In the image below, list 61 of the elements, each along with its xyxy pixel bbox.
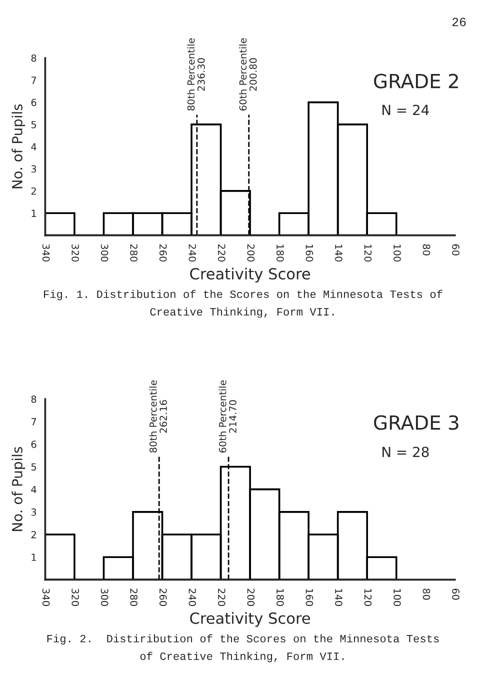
y-tick-label: 6 [31, 98, 36, 106]
y-tick-label: 2 [31, 187, 36, 195]
annotation: N = 28 [382, 446, 429, 458]
x-tick-label: 220 [218, 588, 226, 606]
x-tick-label: 220 [218, 244, 226, 262]
annotation: GRADE 2 [374, 74, 458, 88]
x-tick-label: 300 [100, 244, 108, 262]
ref-line-label: 80th Percentile 262.16 [149, 380, 167, 453]
x-tick-label: 260 [159, 588, 167, 606]
y-tick-label: 5 [31, 463, 36, 471]
x-tick-label: 100 [394, 589, 401, 606]
ref-line-label: 60th Percentile 200.80 [239, 38, 257, 110]
x-tick-label: 240 [188, 588, 196, 606]
y-tick-label: 1 [32, 554, 36, 561]
x-tick-label: 60 [452, 244, 460, 256]
x-tick-label: 240 [188, 244, 196, 262]
x-tick-label: 200 [247, 588, 255, 606]
x-tick-label: 60 [452, 588, 460, 600]
y-tick-label: 7 [31, 418, 36, 426]
x-tick-label: 180 [276, 589, 284, 606]
x-tick-label: 180 [276, 244, 284, 262]
y-tick-label: 5 [31, 121, 36, 128]
x-tick-label: 280 [130, 244, 138, 262]
annotation: GRADE 3 [374, 415, 458, 430]
x-tick-label: 160 [306, 244, 314, 262]
ref-line-label: 80th Percentile 236.30 [187, 38, 205, 111]
y-tick-label: 8 [31, 54, 36, 62]
x-tick-label: 340 [42, 588, 50, 606]
x-tick-label: 340 [42, 244, 50, 262]
x-tick-label: 280 [130, 588, 138, 606]
y-axis-title: No. of Pupils [12, 104, 26, 188]
x-tick-label: 140 [335, 589, 342, 606]
text: 26 [452, 18, 466, 26]
y-tick-label: 3 [31, 508, 36, 516]
y-tick-label: 4 [31, 143, 36, 150]
x-tick-label: 320 [72, 588, 79, 606]
x-axis-title: Creativity Score [190, 612, 310, 627]
y-tick-label: 8 [31, 395, 36, 403]
x-tick-label: 320 [72, 244, 79, 262]
x-tick-label: 100 [394, 244, 401, 262]
x-tick-label: 160 [306, 589, 314, 606]
y-tick-label: 3 [31, 165, 36, 173]
x-tick-label: 80 [422, 588, 430, 600]
x-tick-label: 120 [364, 244, 372, 262]
annotation: N = 24 [382, 104, 429, 115]
ref-line-label: 60th Percentile 214.70 [218, 380, 236, 453]
y-tick-label: 4 [31, 486, 36, 494]
x-axis-title: Creativity Score [190, 268, 310, 283]
x-tick-label: 80 [422, 244, 430, 256]
x-tick-label: 140 [335, 244, 342, 262]
x-tick-label: 120 [364, 589, 372, 606]
y-axis-title: No. of Pupils [12, 447, 26, 531]
y-tick-label: 2 [31, 530, 36, 538]
y-tick-label: 6 [31, 440, 36, 448]
y-tick-label: 7 [31, 76, 36, 84]
x-tick-label: 300 [100, 588, 108, 606]
x-tick-label: 200 [247, 244, 255, 262]
caption: Fig. 2. Distiribution of the Scores on the Minnesota Tests of Creative Thinking, Form VII. [47, 634, 439, 662]
y-tick-label: 1 [32, 210, 36, 217]
x-tick-label: 260 [159, 244, 167, 262]
caption: Fig. 1. Distribution of the Scores on the Minnesota Tests of Creative Thinking, Form VII. [44, 290, 442, 318]
